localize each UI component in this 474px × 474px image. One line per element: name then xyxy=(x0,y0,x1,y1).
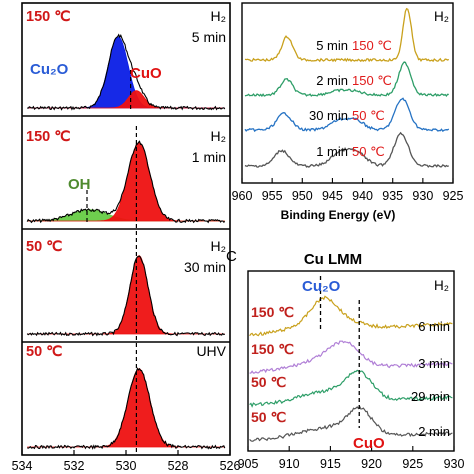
cu2p-series-time: 5 min xyxy=(316,38,348,53)
culmm-spectrum-line xyxy=(249,340,453,374)
culmm-x-tick-label: 915 xyxy=(320,457,341,471)
culmm-x-tick-label: 925 xyxy=(402,457,423,471)
culmm-series-temp: 50 ℃ xyxy=(251,374,286,390)
o1s-p1-temp: 150 ℃ xyxy=(26,9,71,25)
o1s-x-tick-label: 528 xyxy=(168,459,189,473)
cu2p-x-tick-label: 945 xyxy=(322,189,343,203)
culmm-series-temp: 150 ℃ xyxy=(251,341,294,357)
o1s-p4-temp: 50 ℃ xyxy=(26,344,63,360)
cu2p-series-temp: 50 ℃ xyxy=(352,108,385,123)
cu2p-x-tick-label: 955 xyxy=(262,189,283,203)
cu2p-spectrum-line xyxy=(244,131,450,168)
o1s-spectrum-line xyxy=(26,367,226,450)
culmm-x-tick-label: 905 xyxy=(238,457,259,471)
culmm-cu2o-label: Cu₂O xyxy=(302,278,341,295)
cu2p-series-temp: 150 ℃ xyxy=(352,38,392,53)
cu2p-series-time: 30 min xyxy=(309,108,348,123)
culmm-series-time: 29 min xyxy=(411,389,450,404)
culmm-gas: H₂ xyxy=(434,278,449,293)
o1s-p4-gas: UHV xyxy=(196,343,226,359)
o1s-spectrum-line xyxy=(26,255,225,337)
o1s-spectrum-line xyxy=(26,140,226,224)
o1s-cuo-label: CuO xyxy=(130,65,162,82)
cu2p-x-tick-label: 960 xyxy=(232,189,253,203)
cu2p-panel: 5 min 150 ℃2 min 150 ℃30 min 50 ℃1 min 50 ℃ … xyxy=(232,2,464,222)
cu2p-series-time: 2 min xyxy=(316,73,348,88)
culmm-cuo-label: CuO xyxy=(353,435,385,452)
culmm-x-tick-label: 920 xyxy=(361,457,382,471)
o1s-p1-gas: H₂ xyxy=(210,8,226,24)
o1s-panel: 534 532 530 528 526 150 ℃ H₂ 5 min Cu₂O CuO … xyxy=(12,2,241,473)
cu2p-series-temp: 150 ℃ xyxy=(352,73,392,88)
culmm-spectrum-line xyxy=(249,295,453,337)
cu2p-gas: H₂ xyxy=(434,9,449,24)
cu2p-xlabel: Binding Energy (eV) xyxy=(281,208,396,222)
o1s-p2-time: 1 min xyxy=(192,149,226,165)
o1s-x-tick-label: 526 xyxy=(220,459,241,473)
culmm-series-time: 2 min xyxy=(418,424,450,439)
culmm-panel: C Cu LMM 150 ℃ 6 min 150 ℃ 3 min 50 ℃ 29 min 5… xyxy=(226,248,464,471)
culmm-x-tick-label: 910 xyxy=(279,457,300,471)
culmm-series-temp: 50 ℃ xyxy=(251,409,286,425)
o1s-cu2o-label: Cu₂O xyxy=(30,61,69,78)
cu2p-x-tick-label: 950 xyxy=(292,189,313,203)
o1s-x-tick-label: 532 xyxy=(64,459,85,473)
cu2p-x-tick-label: 940 xyxy=(352,189,373,203)
culmm-spectrum-line xyxy=(249,369,453,408)
o1s-x-tick-label: 534 xyxy=(12,459,33,473)
cu2p-spectrum-line xyxy=(244,97,450,133)
o1s-p3-time: 30 min xyxy=(184,259,226,275)
culmm-panel-letter: C xyxy=(226,248,237,265)
cu2p-spectrum-line xyxy=(244,7,450,63)
culmm-series-time: 3 min xyxy=(418,356,450,371)
o1s-p2-temp: 150 ℃ xyxy=(26,129,71,145)
o1s-x-tick-label: 530 xyxy=(116,459,137,473)
culmm-series-time: 6 min xyxy=(418,319,450,334)
culmm-frame xyxy=(247,270,455,452)
culmm-title: Cu LMM xyxy=(304,251,362,268)
o1s-p1-time: 5 min xyxy=(192,29,226,45)
cu2p-frame xyxy=(241,2,454,184)
cu2p-x-tick-label: 925 xyxy=(443,189,464,203)
culmm-spectrum-line xyxy=(249,405,453,442)
o1s-oh-label: OH xyxy=(68,176,91,193)
cu2p-series-time: 1 min xyxy=(316,144,348,159)
o1s-p2-gas: H₂ xyxy=(210,128,226,144)
culmm-x-tick-label: 930 xyxy=(444,457,465,471)
cu2p-x-tick-label: 935 xyxy=(382,189,403,203)
o1s-spectrum-line xyxy=(27,33,226,111)
cu2p-x-tick-label: 930 xyxy=(412,189,433,203)
cu2p-series-temp: 50 ℃ xyxy=(352,144,385,159)
o1s-p3-gas: H₂ xyxy=(210,238,226,254)
cu2p-spectrum-line xyxy=(244,61,449,98)
o1s-p3-temp: 50 ℃ xyxy=(26,239,63,255)
culmm-series-temp: 150 ℃ xyxy=(251,304,294,320)
